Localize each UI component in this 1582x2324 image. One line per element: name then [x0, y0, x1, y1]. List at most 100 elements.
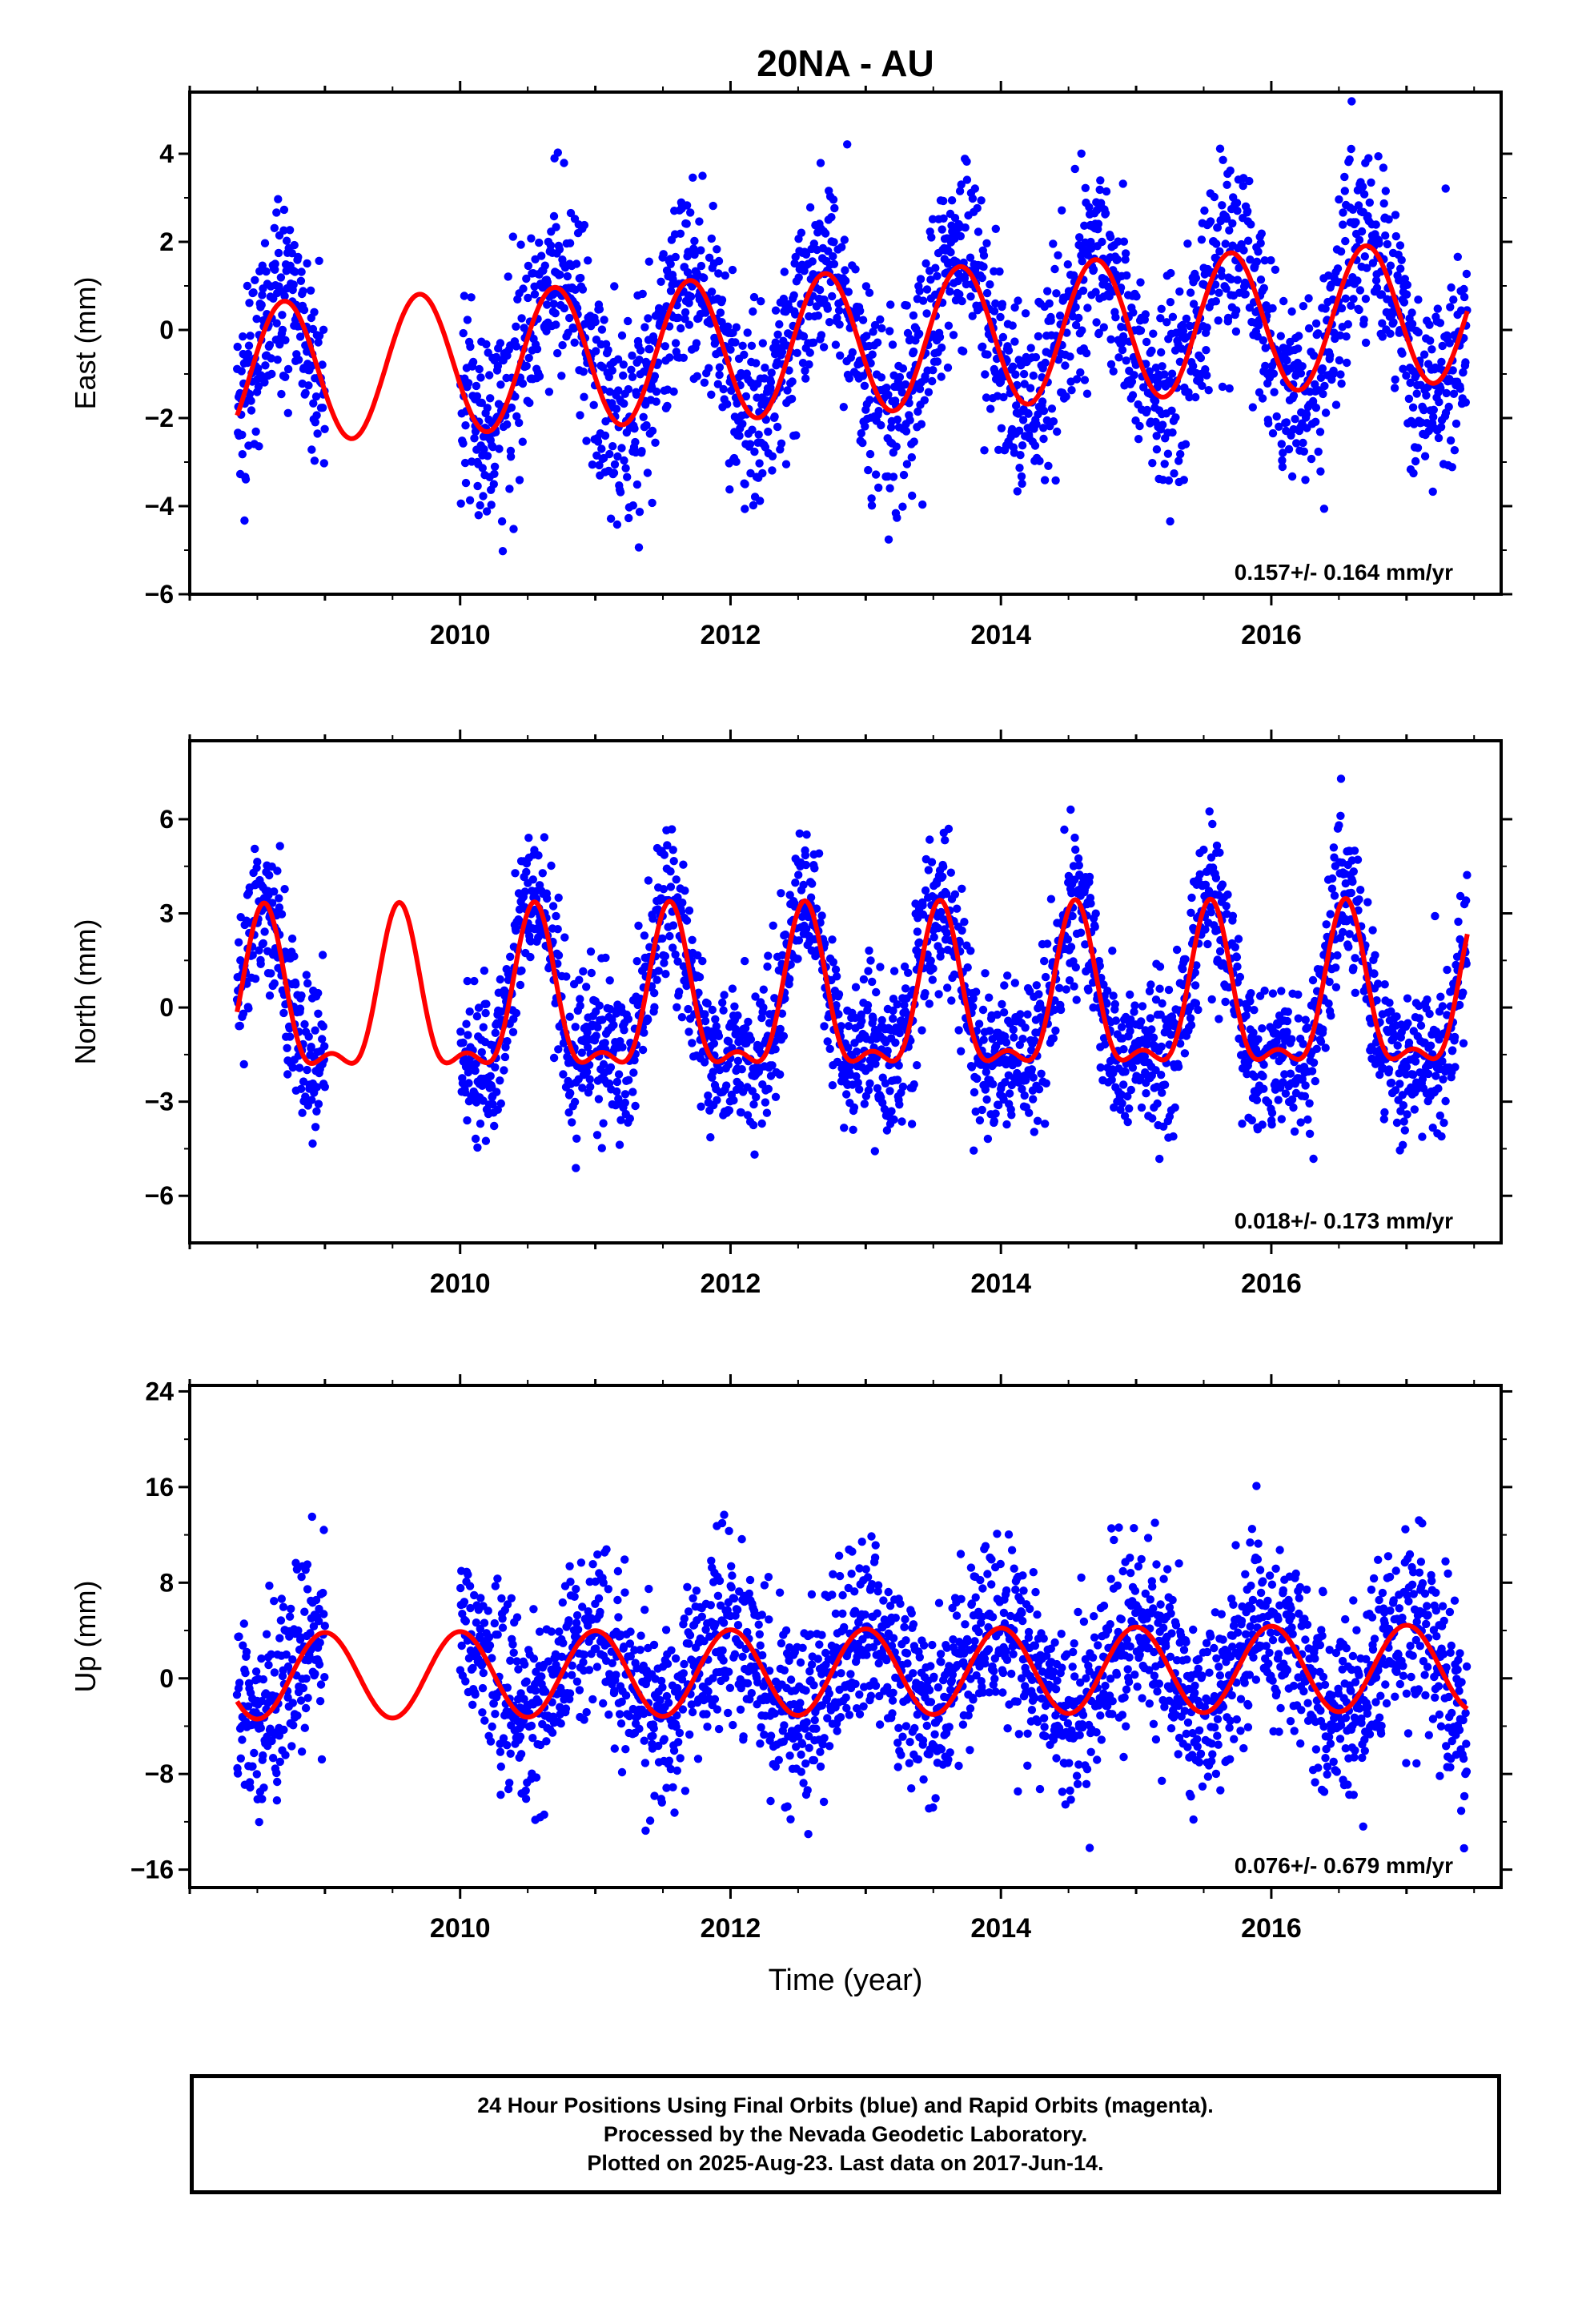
data-point	[1407, 308, 1416, 317]
data-point	[1001, 1078, 1010, 1087]
data-point	[267, 369, 276, 379]
data-point	[240, 516, 249, 525]
data-point	[1337, 304, 1347, 313]
data-point	[1357, 227, 1367, 236]
data-point	[271, 259, 279, 268]
data-point	[887, 1107, 896, 1116]
data-point	[1355, 305, 1363, 315]
data-point	[522, 867, 531, 877]
data-point	[1409, 468, 1418, 478]
data-point	[762, 1108, 772, 1117]
data-point	[238, 450, 247, 459]
data-point	[983, 1134, 993, 1144]
data-point	[1015, 464, 1024, 472]
data-point	[1007, 1080, 1017, 1090]
data-point	[885, 484, 894, 493]
data-point	[1072, 375, 1082, 384]
data-point	[1396, 264, 1405, 273]
data-point	[1155, 1154, 1164, 1164]
data-point	[1268, 989, 1278, 998]
data-point	[682, 916, 692, 925]
data-point	[837, 1022, 845, 1031]
data-point	[711, 337, 721, 346]
data-point	[861, 422, 869, 431]
y-tick-label: −2	[145, 404, 174, 432]
data-point	[1067, 889, 1076, 898]
data-point	[1425, 1009, 1434, 1019]
data-point	[872, 987, 881, 997]
data-point	[1349, 295, 1358, 304]
data-point	[315, 256, 323, 265]
data-point	[1347, 144, 1355, 154]
data-point	[1304, 294, 1313, 303]
data-point	[897, 1117, 906, 1126]
data-point	[943, 983, 952, 992]
data-point	[1152, 432, 1161, 440]
data-point	[719, 384, 728, 394]
data-point	[1010, 303, 1019, 312]
data-point	[1254, 1035, 1263, 1043]
data-point	[1106, 335, 1115, 344]
data-point	[600, 1039, 609, 1047]
data-point	[1029, 1095, 1038, 1104]
data-point	[245, 299, 254, 308]
data-point	[1393, 1041, 1402, 1050]
data-point	[820, 1022, 829, 1031]
data-point	[1222, 284, 1231, 293]
data-point	[777, 1009, 787, 1018]
data-point	[939, 196, 948, 206]
data-point	[841, 276, 850, 285]
data-point	[663, 385, 672, 394]
data-point	[791, 310, 800, 319]
data-point	[1380, 980, 1389, 989]
data-point	[564, 1108, 573, 1117]
data-point	[693, 372, 701, 380]
data-point	[858, 316, 868, 324]
data-point	[1231, 327, 1241, 336]
data-point	[689, 173, 697, 182]
data-point	[1037, 1069, 1046, 1079]
data-point	[552, 911, 560, 921]
data-point	[1319, 389, 1327, 399]
data-point	[849, 1103, 859, 1112]
data-point	[600, 431, 610, 440]
data-point	[275, 340, 284, 349]
data-point	[1367, 178, 1375, 187]
data-point	[1283, 1007, 1293, 1016]
data-point	[731, 338, 740, 347]
data-point	[921, 886, 930, 895]
data-point	[1123, 1092, 1132, 1101]
data-point	[930, 933, 938, 942]
data-point	[480, 966, 489, 975]
data-point	[1259, 1072, 1267, 1081]
data-point	[905, 399, 913, 408]
data-point	[1215, 288, 1223, 297]
data-point	[726, 345, 735, 354]
data-point	[1307, 454, 1316, 464]
data-point	[1041, 972, 1050, 982]
data-point	[610, 282, 619, 291]
data-point	[308, 324, 318, 334]
data-point	[1186, 908, 1195, 918]
data-point	[997, 424, 1006, 432]
data-point	[944, 321, 954, 330]
data-point	[624, 1076, 633, 1084]
data-point	[1278, 462, 1287, 472]
data-point	[644, 1015, 652, 1024]
data-point	[971, 1107, 980, 1116]
data-point	[901, 380, 910, 389]
data-point	[737, 1108, 745, 1117]
data-point	[1094, 219, 1103, 228]
data-point	[318, 404, 327, 412]
data-point	[1361, 338, 1371, 348]
data-point	[1215, 144, 1225, 153]
data-point	[243, 349, 253, 359]
data-point	[1085, 203, 1094, 211]
data-point	[1328, 874, 1337, 883]
data-point	[239, 1009, 248, 1019]
data-point	[1191, 968, 1200, 977]
data-point	[1211, 874, 1221, 883]
data-point	[295, 1004, 305, 1013]
data-point	[1459, 1039, 1468, 1048]
